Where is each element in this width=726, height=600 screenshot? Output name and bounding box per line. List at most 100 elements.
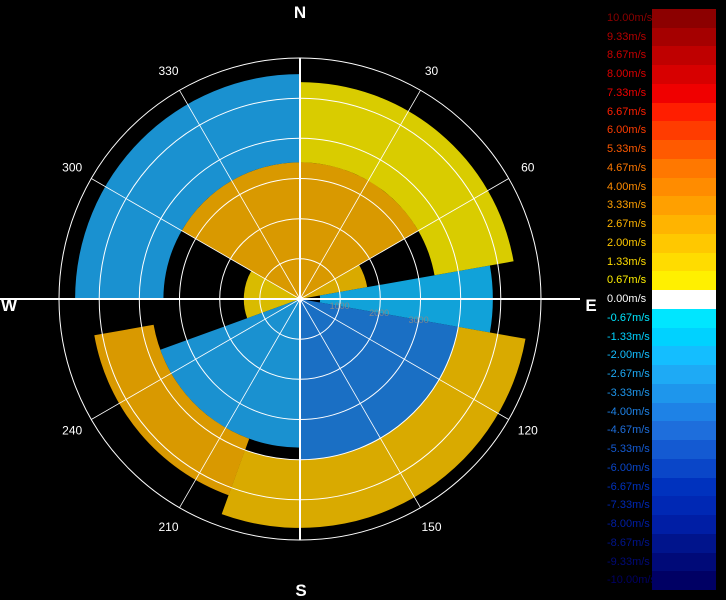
colorbar-entry: -8.67m/s xyxy=(606,533,716,553)
colorbar-entry: 9.33m/s xyxy=(606,27,716,47)
colorbar-label: -0.67m/s xyxy=(607,311,650,324)
colorbar-label: 2.67m/s xyxy=(607,218,647,231)
colorbar-label: -6.00m/s xyxy=(607,461,650,474)
colorbar-swatch xyxy=(652,196,716,216)
colorbar-label: 4.67m/s xyxy=(607,161,647,174)
colorbar-swatch xyxy=(652,346,716,366)
colorbar-entry: 4.00m/s xyxy=(606,177,716,197)
colorbar-swatch xyxy=(652,83,716,103)
south-label: S xyxy=(295,581,306,600)
colorbar-entry: -6.00m/s xyxy=(606,458,716,478)
radar-center-marker xyxy=(297,296,303,302)
azimuth-spoke-240 xyxy=(91,298,301,420)
azimuth-spoke-30 xyxy=(299,90,421,300)
colorbar-swatch xyxy=(652,477,716,497)
velocity-region-1 xyxy=(243,270,300,319)
radar-ppi-plot: N E S W 30 60 120 150 210 240 300 330 1000 2000 30… xyxy=(0,3,597,600)
colorbar-swatch xyxy=(652,571,716,590)
range-label-1000: 1000 xyxy=(330,301,350,311)
velocity-region-8 xyxy=(75,74,300,299)
colorbar-label: 5.33m/s xyxy=(607,143,647,156)
range-label-3000: 3000 xyxy=(409,315,429,325)
velocity-region-2 xyxy=(300,264,368,299)
colorbar-entry: 5.33m/s xyxy=(606,140,716,159)
colorbar-entry: -6.67m/s xyxy=(606,477,716,497)
cardinal-axes xyxy=(0,58,580,540)
colorbar-entry: -9.33m/s xyxy=(606,552,716,572)
range-label-2000: 2000 xyxy=(369,308,389,318)
velocity-region-6 xyxy=(221,326,526,528)
azimuth-spoke-210 xyxy=(179,298,301,508)
colorbar-label: 1.33m/s xyxy=(607,255,647,268)
azimuth-label-60: 60 xyxy=(521,161,535,175)
azimuth-label-210: 210 xyxy=(158,520,178,534)
colorbar-swatch xyxy=(652,533,716,553)
colorbar-entry: 6.67m/s xyxy=(606,102,716,122)
colorbar-swatch xyxy=(652,327,716,347)
colorbar-entry: 1.33m/s xyxy=(606,252,716,272)
colorbar-label: -5.33m/s xyxy=(607,443,650,456)
azimuth-spoke-330 xyxy=(179,90,301,300)
colorbar-swatch xyxy=(652,290,716,309)
colorbar-swatch xyxy=(652,515,716,534)
colorbar-entry: 3.33m/s xyxy=(606,196,716,216)
colorbar-entry: -1.33m/s xyxy=(606,327,716,347)
colorbar-swatch xyxy=(652,252,716,272)
colorbar-swatch xyxy=(652,46,716,66)
colorbar-label: -4.00m/s xyxy=(607,405,650,418)
colorbar-swatch xyxy=(652,140,716,159)
colorbar-swatch xyxy=(652,102,716,122)
west-label: W xyxy=(1,296,18,315)
colorbar-entry: 0.67m/s xyxy=(606,271,716,291)
colorbar-swatch xyxy=(652,233,716,253)
azimuth-label-330: 330 xyxy=(158,64,178,78)
azimuth-label-150: 150 xyxy=(421,520,441,534)
colorbar-swatch xyxy=(652,121,716,141)
azimuth-label-120: 120 xyxy=(518,424,538,438)
colorbar-entry: -7.33m/s xyxy=(606,496,716,516)
colorbar-label: 2.00m/s xyxy=(607,236,647,249)
colorbar-label: 8.00m/s xyxy=(607,68,647,81)
colorbar-swatch xyxy=(652,383,716,403)
colorbar-label: -9.33m/s xyxy=(607,555,650,568)
colorbar-label: 0.67m/s xyxy=(607,274,647,287)
colorbar-swatch xyxy=(652,215,716,234)
velocity-region-4 xyxy=(300,299,459,460)
colorbar-label: 9.33m/s xyxy=(607,30,647,43)
azimuth-label-300: 300 xyxy=(62,161,82,175)
colorbar-entry: -4.67m/s xyxy=(606,421,716,441)
colorbar-entry: 8.67m/s xyxy=(606,46,716,66)
colorbar-entry: 8.00m/s xyxy=(606,65,716,84)
colorbar-swatch xyxy=(652,496,716,516)
colorbar-swatch xyxy=(652,440,716,459)
colorbar-label: -4.67m/s xyxy=(607,424,650,437)
colorbar-entry: 0.00m/s xyxy=(606,290,716,309)
colorbar-entry: 6.00m/s xyxy=(606,121,716,141)
colorbar-label: 10.00m/s xyxy=(607,12,653,24)
colorbar-label: -10.00m/s xyxy=(607,574,656,587)
colorbar-entry: 2.67m/s xyxy=(606,215,716,234)
velocity-region-5 xyxy=(160,299,300,448)
colorbar-entry: -2.00m/s xyxy=(606,346,716,366)
colorbar-entry: 4.67m/s xyxy=(606,158,716,178)
colorbar-entry: -5.33m/s xyxy=(606,440,716,459)
azimuth-label-30: 30 xyxy=(425,64,439,78)
colorbar-swatch xyxy=(652,65,716,84)
colorbar-swatch xyxy=(652,271,716,291)
colorbar-entry: -2.67m/s xyxy=(606,365,716,384)
colorbar-label: 3.33m/s xyxy=(607,199,647,212)
colorbar-swatch xyxy=(652,458,716,478)
colorbar-swatch xyxy=(652,177,716,197)
colorbar-entry: 10.00m/s xyxy=(606,9,716,28)
colorbar-label: 4.00m/s xyxy=(607,180,647,193)
colorbar-swatch xyxy=(652,308,716,328)
colorbar-entry: -3.33m/s xyxy=(606,383,716,403)
colorbar-swatch xyxy=(652,9,716,28)
colorbar-entry: 2.00m/s xyxy=(606,233,716,253)
azimuth-label-240: 240 xyxy=(62,424,82,438)
velocity-colorbar: 10.00m/s 9.33m/s 8.67m/s 8.00m/s 7.33m/s 6.67… xyxy=(606,9,716,590)
colorbar-label: 6.00m/s xyxy=(607,124,647,137)
colorbar-label: -7.33m/s xyxy=(607,499,650,512)
colorbar-label: -3.33m/s xyxy=(607,386,650,399)
colorbar-label: 8.67m/s xyxy=(607,49,647,62)
